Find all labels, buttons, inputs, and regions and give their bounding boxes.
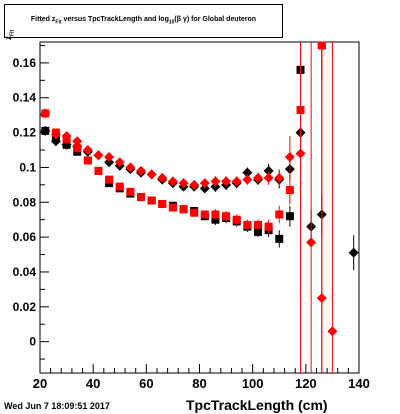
y-tick-label: 0.02 bbox=[13, 300, 37, 314]
data-point-square bbox=[285, 212, 294, 221]
data-point-diamond bbox=[114, 157, 125, 168]
data-point-square bbox=[115, 182, 124, 191]
data-point-diamond bbox=[72, 136, 83, 147]
data-point-diamond bbox=[348, 247, 359, 258]
data-point-square bbox=[200, 210, 209, 219]
data-point-square bbox=[211, 210, 220, 219]
data-point-square bbox=[253, 220, 262, 229]
chart-title: Fitted zFit versus TpcTrackLength and lo… bbox=[30, 16, 257, 26]
data-point-diamond bbox=[157, 172, 168, 183]
data-point-square bbox=[105, 175, 114, 184]
data-point-square bbox=[147, 196, 156, 205]
x-tick-label: 60 bbox=[139, 376, 153, 391]
data-point-square bbox=[41, 126, 50, 135]
data-point-diamond bbox=[199, 183, 210, 194]
data-point-diamond bbox=[252, 172, 263, 183]
x-axis-label: TpcTrackLength (cm) bbox=[186, 397, 328, 413]
data-point-square bbox=[317, 41, 326, 50]
data-point-square bbox=[137, 193, 146, 202]
data-point-diamond bbox=[167, 176, 178, 187]
data-point-diamond bbox=[93, 150, 104, 161]
data-point-square bbox=[190, 208, 199, 217]
data-point-square bbox=[264, 222, 273, 231]
y-tick-label: 0.04 bbox=[13, 265, 37, 279]
data-point-square bbox=[275, 210, 284, 219]
data-point-diamond bbox=[146, 169, 157, 180]
data-point-square bbox=[285, 186, 294, 195]
data-point-square bbox=[62, 140, 71, 149]
y-tick-label: 0.1 bbox=[19, 160, 36, 174]
x-tick-label: 40 bbox=[86, 376, 100, 391]
data-point-square bbox=[243, 220, 252, 229]
y-tick-label: 0 bbox=[29, 335, 36, 349]
data-point-diamond bbox=[104, 157, 115, 168]
data-point-diamond bbox=[199, 178, 210, 189]
y-tick-label: 0.12 bbox=[13, 126, 37, 140]
data-point-square bbox=[158, 200, 167, 209]
data-point-diamond bbox=[263, 172, 274, 183]
axes: 20 40 60 80 100 120 140 0 0.02 0.04 0.06 0.08 0.1 0.1… bbox=[13, 44, 370, 391]
data-point-diamond bbox=[327, 326, 338, 337]
data-point-square bbox=[51, 128, 60, 137]
data-point-diamond bbox=[82, 145, 93, 156]
data-point-square bbox=[62, 135, 71, 144]
data-point-diamond bbox=[210, 176, 221, 187]
x-tick-label: 80 bbox=[192, 376, 206, 391]
data-point-diamond bbox=[136, 165, 147, 176]
chart-title-box: Fitted zFit versus TpcTrackLength and lo… bbox=[4, 4, 283, 38]
x-tick-label: 20 bbox=[33, 376, 47, 391]
data-point-square bbox=[94, 166, 103, 175]
x-tick-label: 140 bbox=[348, 376, 370, 391]
y-tick-label: 0.14 bbox=[13, 91, 37, 105]
data-point-diamond bbox=[104, 151, 115, 162]
data-point-square bbox=[253, 227, 262, 236]
x-tick-label: 120 bbox=[295, 376, 317, 391]
y-tick-label: 0.06 bbox=[13, 230, 37, 244]
data-point-square bbox=[126, 187, 135, 196]
data-point-diamond bbox=[178, 178, 189, 189]
data-point-square bbox=[168, 203, 177, 212]
data-point-square bbox=[73, 144, 82, 153]
data-point-diamond bbox=[242, 174, 253, 185]
data-point-square bbox=[179, 205, 188, 214]
timestamp: Wed Jun 7 18:09:51 2017 bbox=[4, 401, 110, 411]
data-point-square bbox=[232, 215, 241, 224]
data-point-square bbox=[296, 105, 305, 114]
data-point-diamond bbox=[284, 151, 295, 162]
data-point-square bbox=[275, 234, 284, 243]
data-point-diamond bbox=[189, 179, 200, 190]
data-point-diamond bbox=[242, 167, 253, 178]
data-point-diamond bbox=[306, 237, 317, 248]
data-marks bbox=[40, 41, 359, 373]
data-point-square bbox=[222, 212, 231, 221]
data-point-diamond bbox=[125, 162, 136, 173]
y-tick-label: 0.08 bbox=[13, 195, 37, 209]
data-point-diamond bbox=[231, 176, 242, 187]
y-tick-label: 0.16 bbox=[13, 56, 37, 70]
data-point-square bbox=[83, 156, 92, 165]
data-point-square bbox=[41, 109, 50, 118]
x-tick-label: 100 bbox=[242, 376, 264, 391]
data-point-diamond bbox=[274, 172, 285, 183]
data-point-diamond bbox=[221, 176, 232, 187]
